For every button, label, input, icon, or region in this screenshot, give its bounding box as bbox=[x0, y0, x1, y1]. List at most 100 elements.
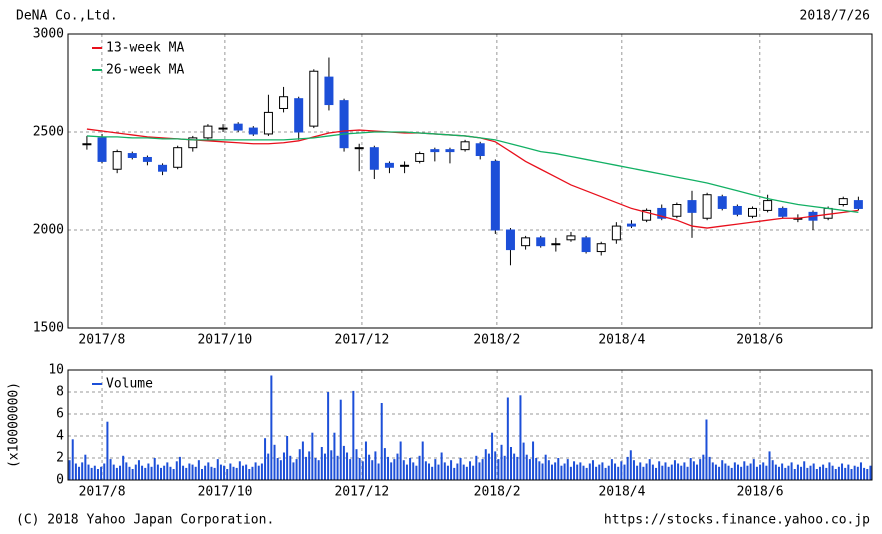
volume-bar bbox=[800, 466, 803, 480]
volume-bar bbox=[264, 438, 267, 480]
y-tick-label: 1500 bbox=[33, 321, 64, 336]
volume-bar bbox=[156, 464, 159, 480]
volume-bar bbox=[431, 466, 434, 480]
candle-body bbox=[324, 76, 334, 106]
volume-bar bbox=[503, 455, 506, 480]
volume-bar bbox=[513, 453, 516, 480]
volume-bar bbox=[71, 439, 74, 480]
volume-bar bbox=[178, 456, 181, 480]
volume-bar bbox=[153, 458, 156, 480]
candle-body bbox=[248, 127, 258, 135]
x-tick-label: 2017/8 bbox=[79, 485, 126, 500]
volume-bar bbox=[368, 454, 371, 480]
legend-label: Volume bbox=[106, 377, 153, 392]
volume-bar bbox=[396, 453, 399, 480]
volume-bar bbox=[352, 390, 355, 480]
volume-bar bbox=[730, 467, 733, 480]
volume-bar bbox=[163, 465, 166, 480]
volume-bar bbox=[292, 462, 295, 480]
volume-bar bbox=[279, 460, 282, 480]
source-url[interactable]: https://stocks.finance.yahoo.co.jp bbox=[604, 513, 870, 528]
volume-bar bbox=[87, 464, 90, 480]
volume-bar bbox=[238, 461, 241, 480]
volume-bar bbox=[535, 458, 538, 480]
volume-bar bbox=[137, 460, 140, 480]
candle-body bbox=[687, 200, 697, 213]
volume-bar bbox=[771, 460, 774, 480]
volume-bar bbox=[762, 462, 765, 480]
volume-bar bbox=[349, 459, 352, 480]
volume-bar bbox=[847, 464, 850, 480]
plot-frame bbox=[67, 33, 873, 329]
volume-bar bbox=[232, 466, 235, 480]
candle-body bbox=[475, 143, 485, 157]
volume-bar bbox=[437, 464, 440, 480]
volume-bar bbox=[828, 462, 831, 480]
volume-bar bbox=[358, 458, 361, 480]
volume-bar bbox=[856, 466, 859, 480]
volume-bar bbox=[207, 462, 210, 480]
volume-bar bbox=[412, 462, 415, 480]
volume-bar bbox=[380, 403, 383, 480]
x-tick-label: 2017/8 bbox=[78, 333, 125, 348]
candle-body bbox=[82, 143, 92, 146]
volume-bar bbox=[418, 455, 421, 480]
volume-bar bbox=[301, 441, 304, 480]
legend-label: 26-week MA bbox=[106, 63, 184, 78]
volume-bar bbox=[718, 466, 721, 480]
volume-bar bbox=[796, 464, 799, 480]
volume-bar bbox=[390, 462, 393, 480]
candle-body bbox=[521, 237, 531, 247]
volume-bar bbox=[645, 463, 648, 480]
y-tick-label: 4 bbox=[56, 429, 64, 444]
volume-bar bbox=[402, 460, 405, 480]
volume-bar bbox=[317, 460, 320, 480]
volume-bar bbox=[122, 455, 125, 480]
candle-body bbox=[747, 207, 757, 217]
volume-bar bbox=[115, 467, 118, 480]
volume-bar bbox=[573, 461, 576, 480]
volume-bar bbox=[409, 458, 412, 480]
volume-bar bbox=[569, 466, 572, 480]
volume-bar bbox=[834, 469, 837, 480]
candle-body bbox=[551, 243, 561, 246]
y-tick-label: 6 bbox=[56, 407, 64, 422]
x-tick-label: 2018/6 bbox=[737, 485, 784, 500]
volume-bar bbox=[822, 464, 825, 480]
candle-body bbox=[97, 137, 107, 162]
candle-body bbox=[490, 160, 500, 231]
volume-bar bbox=[566, 459, 569, 480]
y-tick-label: 3000 bbox=[33, 27, 64, 42]
volume-bar bbox=[469, 461, 471, 480]
volume-bar bbox=[784, 467, 787, 480]
volume-bar bbox=[793, 469, 796, 480]
volume-bar bbox=[374, 451, 377, 480]
volume-bar bbox=[100, 466, 103, 480]
candle-body bbox=[611, 225, 621, 241]
candle-body bbox=[369, 147, 379, 170]
volume-bar bbox=[383, 448, 386, 480]
volume-bar bbox=[677, 463, 680, 480]
volume-bar bbox=[768, 451, 771, 480]
volume-bar bbox=[815, 469, 818, 480]
volume-bar bbox=[859, 462, 862, 480]
volume-bar bbox=[235, 467, 238, 480]
candle-body bbox=[596, 243, 606, 253]
volume-bar bbox=[667, 466, 670, 480]
volume-bar bbox=[210, 466, 213, 480]
volume-bar bbox=[790, 462, 793, 480]
volume-bar bbox=[623, 464, 626, 480]
volume-bar bbox=[323, 453, 326, 480]
volume-bar bbox=[336, 455, 339, 480]
volume-bar bbox=[443, 462, 446, 480]
volume-bar bbox=[673, 460, 676, 480]
candle-body bbox=[127, 153, 137, 158]
volume-bar bbox=[863, 467, 866, 480]
candle-body bbox=[203, 125, 213, 139]
volume-bar bbox=[632, 460, 635, 480]
volume-bar bbox=[825, 467, 828, 480]
chart-date: 2018/7/26 bbox=[800, 9, 870, 24]
volume-bar bbox=[106, 421, 109, 480]
volume-bar bbox=[311, 432, 314, 480]
volume-bar bbox=[491, 432, 494, 480]
